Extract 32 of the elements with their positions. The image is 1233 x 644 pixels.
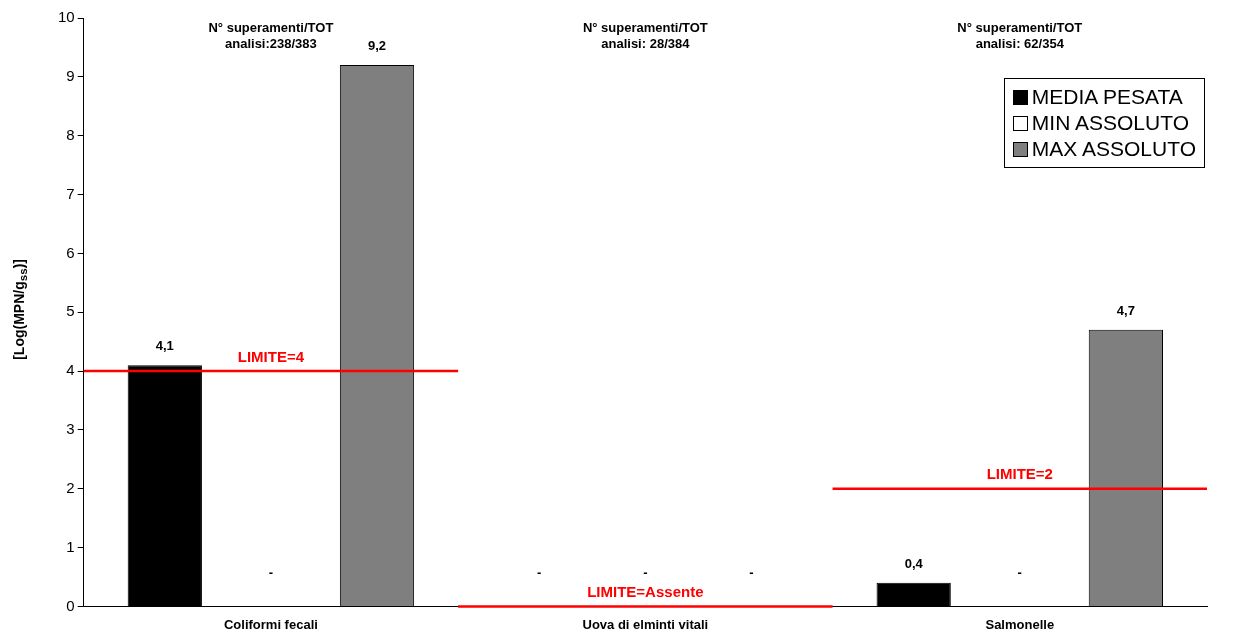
y-tick-label: 10 — [58, 8, 75, 26]
ref-line-label: LIMITE=2 — [986, 465, 1053, 483]
annotation: N° superamenti/TOT analisi: 28/384 — [582, 19, 708, 51]
ref-line-label: LIMITE=4 — [237, 347, 305, 365]
text: - — [268, 565, 274, 581]
y-tick-label: 2 — [66, 478, 75, 496]
y-tick-label: 7 — [66, 184, 75, 202]
data-label: 4,7 — [1116, 302, 1135, 318]
y-tick-label: 9 — [66, 66, 75, 84]
x-tick-label: Coliformi fecali — [223, 616, 318, 632]
x-tick-label: Uova di elminti vitali — [582, 616, 709, 632]
y-tick-label: 8 — [66, 125, 75, 143]
y-tick-label: 3 — [66, 420, 75, 438]
ref-line-label: LIMITE=Assente — [587, 583, 704, 601]
y-tick-label: 5 — [66, 302, 75, 320]
y-tick-label: 4 — [66, 361, 75, 379]
y-tick-label: 1 — [66, 537, 75, 555]
legend-label: MAX ASSOLUTO — [1031, 137, 1196, 161]
annotation: N° superamenti/TOT analisi: 62/354 — [957, 19, 1083, 51]
legend-label: MEDIA PESATA — [1031, 85, 1183, 109]
text: - — [1017, 565, 1022, 581]
data-label: 9,2 — [367, 38, 387, 54]
x-tick-label: Salmonelle — [985, 616, 1055, 632]
text: - — [537, 565, 542, 581]
text: - — [749, 565, 754, 581]
text: - — [643, 565, 648, 581]
data-label: 4,1 — [155, 338, 174, 354]
y-tick-label: 6 — [66, 243, 75, 261]
data-label: 0,4 — [904, 555, 924, 571]
annotation: N° superamenti/TOT analisi:238/383 — [208, 19, 334, 51]
y-tick-label: 0 — [66, 596, 75, 614]
legend-label: MIN ASSOLUTO — [1031, 111, 1189, 135]
